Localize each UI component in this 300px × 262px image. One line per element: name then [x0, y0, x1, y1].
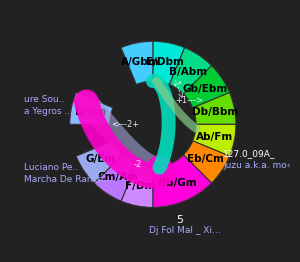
- Wedge shape: [153, 155, 211, 208]
- Text: Dj Fol Mal _ Xi...: Dj Fol Mal _ Xi...: [149, 226, 220, 235]
- Wedge shape: [183, 141, 230, 183]
- Text: Marcha De Ranch...: Marcha De Ranch...: [24, 175, 112, 184]
- Text: B/Abm: B/Abm: [169, 67, 207, 77]
- Wedge shape: [169, 48, 211, 94]
- Wedge shape: [183, 66, 230, 108]
- Text: G/Em: G/Em: [85, 154, 116, 165]
- Text: Ab/Fm: Ab/Fm: [196, 132, 233, 142]
- Text: Cm/Am: Cm/Am: [97, 172, 138, 182]
- Wedge shape: [76, 141, 122, 183]
- Text: Gb/Ebm: Gb/Ebm: [183, 84, 228, 94]
- Text: F/Dm: F/Dm: [125, 181, 156, 191]
- Text: -1-->: -1-->: [169, 78, 185, 101]
- Text: <---2+: <---2+: [111, 119, 139, 129]
- Text: Eb/Cm: Eb/Cm: [187, 154, 224, 165]
- Text: Juzu a.k.a. mo‹: Juzu a.k.a. mo‹: [224, 161, 291, 170]
- Text: -2: -2: [134, 160, 142, 169]
- Text: a Yegros ...: a Yegros ...: [24, 107, 73, 116]
- Text: A/Gbm: A/Gbm: [121, 57, 160, 67]
- Text: Luciano Pe..: Luciano Pe..: [24, 163, 78, 172]
- Text: E/Dbm: E/Dbm: [146, 57, 184, 67]
- Text: Bb/Gm: Bb/Gm: [158, 178, 196, 188]
- Wedge shape: [153, 41, 184, 84]
- Text: +1--->: +1--->: [175, 96, 203, 105]
- Text: 127.0_09A_: 127.0_09A_: [224, 149, 276, 158]
- Wedge shape: [94, 155, 136, 201]
- Text: 5: 5: [176, 215, 183, 225]
- Text: Db/Bbm: Db/Bbm: [192, 107, 238, 117]
- Text: D/Bm: D/Bm: [75, 107, 106, 117]
- Wedge shape: [193, 124, 236, 156]
- Wedge shape: [193, 92, 236, 124]
- Wedge shape: [121, 41, 153, 84]
- Text: ure Sou..: ure Sou..: [24, 95, 64, 104]
- Wedge shape: [70, 92, 113, 124]
- Wedge shape: [121, 164, 153, 208]
